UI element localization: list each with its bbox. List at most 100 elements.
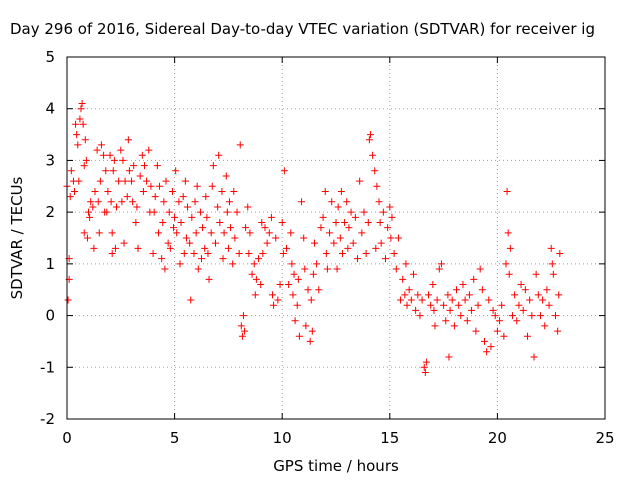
- data-point: [554, 327, 562, 335]
- data-point: [379, 208, 387, 216]
- y-tick-label: 2: [45, 203, 55, 221]
- data-point: [107, 198, 115, 206]
- data-point: [71, 187, 79, 195]
- data-point: [384, 224, 392, 232]
- data-point: [376, 218, 384, 226]
- data-point: [159, 218, 167, 226]
- data-point: [319, 213, 327, 221]
- y-tick-label: 3: [45, 151, 55, 169]
- data-point: [108, 250, 116, 258]
- data-point: [392, 265, 400, 273]
- data-point: [293, 301, 301, 309]
- data-point: [360, 208, 368, 216]
- data-point: [265, 229, 273, 237]
- data-point: [192, 229, 200, 237]
- data-point: [300, 234, 308, 242]
- data-point: [140, 162, 148, 170]
- data-point: [173, 229, 181, 237]
- y-tick-label: -1: [40, 358, 55, 376]
- x-tick-label: 15: [380, 429, 399, 447]
- data-point: [202, 193, 210, 201]
- data-point: [196, 208, 204, 216]
- data-point: [394, 234, 402, 242]
- data-point: [285, 281, 293, 289]
- data-point: [182, 234, 190, 242]
- data-point: [118, 198, 126, 206]
- data-point: [301, 265, 309, 273]
- data-point: [246, 229, 254, 237]
- data-point: [345, 224, 353, 232]
- data-point: [500, 332, 508, 340]
- data-point: [344, 244, 352, 252]
- data-point: [278, 218, 286, 226]
- data-point: [257, 281, 265, 289]
- data-point: [108, 229, 116, 237]
- chart-title: Day 296 of 2016, Sidereal Day-to-day VTE…: [10, 20, 595, 38]
- data-point: [75, 177, 83, 185]
- data-point: [244, 203, 252, 211]
- data-point: [309, 270, 317, 278]
- data-point: [539, 296, 547, 304]
- data-point: [90, 244, 98, 252]
- data-point: [341, 218, 349, 226]
- data-point: [109, 167, 117, 175]
- data-point: [534, 291, 542, 299]
- data-point: [448, 296, 456, 304]
- data-point: [308, 327, 316, 335]
- data-point: [235, 250, 243, 258]
- data-point: [166, 244, 174, 252]
- data-point: [124, 136, 132, 144]
- data-point: [161, 265, 169, 273]
- data-point: [269, 291, 277, 299]
- data-point: [143, 177, 151, 185]
- data-point: [250, 260, 258, 268]
- data-point: [67, 167, 75, 175]
- data-point: [87, 198, 95, 206]
- data-point: [349, 239, 357, 247]
- data-point: [412, 306, 420, 314]
- data-point: [307, 296, 315, 304]
- data-point: [405, 286, 413, 294]
- data-point: [104, 187, 112, 195]
- data-point: [119, 156, 127, 164]
- data-point: [261, 224, 269, 232]
- data-point: [170, 224, 178, 232]
- data-point: [181, 177, 189, 185]
- data-point: [491, 312, 499, 320]
- data-point: [145, 146, 153, 154]
- data-point: [190, 250, 198, 258]
- data-point: [66, 193, 74, 201]
- data-point: [176, 260, 184, 268]
- data-point: [86, 213, 94, 221]
- data-point: [317, 224, 325, 232]
- data-point: [218, 187, 226, 195]
- y-tick-label: -2: [40, 410, 55, 428]
- data-point: [461, 296, 469, 304]
- data-point: [425, 291, 433, 299]
- data-point: [422, 358, 430, 366]
- data-point: [201, 244, 209, 252]
- data-point: [162, 177, 170, 185]
- data-point: [78, 100, 86, 108]
- data-point: [133, 203, 141, 211]
- data-point: [130, 162, 138, 170]
- data-point: [241, 327, 249, 335]
- data-point: [251, 291, 259, 299]
- data-point: [386, 203, 394, 211]
- data-point: [96, 177, 104, 185]
- data-point: [172, 167, 180, 175]
- data-point: [453, 286, 461, 294]
- data-point: [252, 275, 260, 283]
- data-point: [272, 234, 280, 242]
- data-point: [555, 291, 563, 299]
- data-point: [323, 265, 331, 273]
- data-point: [440, 301, 448, 309]
- data-point: [431, 322, 439, 330]
- data-point: [74, 141, 82, 149]
- data-point: [313, 260, 321, 268]
- data-point: [238, 332, 246, 340]
- data-point: [165, 208, 173, 216]
- data-point: [267, 213, 275, 221]
- data-point: [445, 353, 453, 361]
